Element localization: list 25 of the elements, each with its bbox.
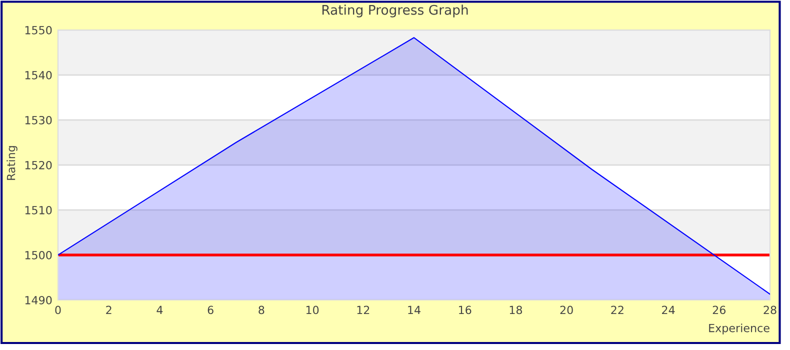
x-tick-label: 10 [306, 306, 319, 314]
x-tick-label: 18 [510, 306, 522, 314]
x-tick-label: 20 [560, 306, 573, 314]
x-tick-label: 8 [258, 306, 264, 314]
x-tick-label: 12 [357, 306, 370, 314]
chart-title: Rating Progress Graph [322, 4, 468, 18]
x-tick-label: 14 [408, 306, 420, 314]
x-tick-label: 26 [712, 306, 726, 314]
x-tick-label: 28 [764, 306, 776, 314]
y-tick-label: 1520 [25, 160, 52, 170]
x-tick-label: 4 [156, 306, 163, 314]
x-tick-label: 16 [459, 306, 472, 314]
x-tick-label: 0 [55, 306, 61, 314]
x-tick-label: 22 [611, 306, 624, 314]
x-axis-title: Experience [709, 324, 770, 334]
x-tick-label: 6 [208, 306, 214, 314]
y-axis-title: Rating [6, 146, 18, 180]
x-tick-label: 2 [106, 306, 112, 314]
x-tick-label: 24 [662, 306, 675, 314]
y-tick-label: 1500 [25, 250, 52, 260]
y-tick-label: 1510 [25, 206, 52, 214]
y-tick-label: 1530 [25, 116, 52, 124]
y-tick-label: 1540 [25, 70, 52, 80]
y-tick-label: 1550 [25, 26, 52, 34]
y-tick-label: 1490 [25, 296, 52, 304]
